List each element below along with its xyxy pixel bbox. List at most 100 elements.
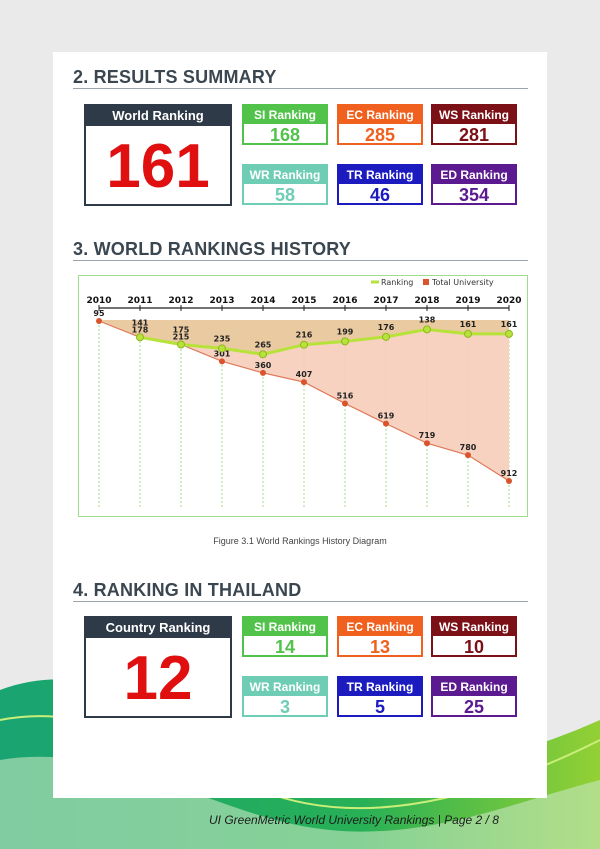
th-ec-ranking-label: EC Ranking	[339, 618, 421, 636]
section-title-results-summary: 2. RESULTS SUMMARY	[73, 67, 277, 87]
si-ranking-card: SI Ranking 168	[242, 104, 328, 145]
x-tick-label-2019: 2019	[455, 296, 480, 306]
x-tick-label-2011: 2011	[127, 296, 152, 306]
ranking-label-2019: 161	[460, 320, 477, 329]
total-university-label-2014: 360	[255, 361, 272, 370]
total-university-label-2016: 516	[337, 391, 354, 400]
tr-ranking-value: 46	[369, 185, 391, 205]
ranking-label-2016: 199	[337, 327, 354, 336]
figure-caption: Figure 3.1 World Rankings History Diagra…	[213, 536, 387, 546]
total-university-point-2020	[506, 478, 512, 484]
rankings-history-chart: Ranking Total University 2010 2011 2012 2013 2…	[78, 275, 528, 517]
ranking-point-2014	[259, 350, 267, 359]
section-title-rankings-history: 3. WORLD RANKINGS HISTORY	[73, 239, 352, 259]
ed-ranking-value: 354	[458, 185, 490, 205]
th-ws-ranking-label: WS Ranking	[433, 618, 515, 636]
ws-ranking-label: WS Ranking	[433, 106, 515, 124]
th-ec-ranking-card: EC Ranking 13	[337, 616, 423, 657]
country-ranking-value: 12	[123, 644, 193, 713]
wr-ranking-value: 58	[274, 185, 296, 205]
th-ed-ranking-value: 25	[463, 697, 485, 717]
th-ec-ranking-value: 13	[369, 637, 391, 657]
total-university-label-2010: 95	[93, 309, 105, 318]
ranking-point-2020	[505, 329, 513, 338]
x-tick-label-2017: 2017	[373, 296, 398, 306]
total-university-label-2012: 215	[173, 333, 190, 342]
ranking-point-2018	[423, 325, 431, 334]
ec-ranking-label: EC Ranking	[339, 106, 421, 124]
x-tick-label-2015: 2015	[291, 296, 316, 306]
th-ws-ranking-value: 10	[463, 637, 485, 657]
ranking-label-2020: 161	[501, 320, 518, 329]
ec-ranking-value: 285	[364, 125, 396, 145]
legend-total-university-swatch	[423, 279, 429, 285]
ws-ranking-card: WS Ranking 281	[431, 104, 517, 145]
th-ed-ranking-card: ED Ranking 25	[431, 676, 517, 717]
total-university-point-2016	[342, 400, 348, 407]
ec-ranking-card: EC Ranking 285	[337, 104, 423, 145]
x-tick-label-2016: 2016	[332, 296, 357, 306]
tr-ranking-label: TR Ranking	[339, 166, 421, 184]
ranking-point-2016	[341, 337, 349, 346]
total-university-point-2017	[383, 420, 389, 427]
wr-ranking-card: WR Ranking 58	[242, 164, 328, 205]
ranking-point-2019	[464, 329, 472, 338]
total-university-point-2018	[424, 440, 430, 447]
total-university-point-2019	[465, 452, 471, 459]
total-university-area	[99, 320, 509, 481]
x-tick-label-2012: 2012	[168, 296, 193, 306]
th-ws-ranking-card: WS Ranking 10	[431, 616, 517, 657]
ranking-label-2011: 141	[132, 318, 149, 327]
section-divider	[73, 260, 528, 261]
th-tr-ranking-value: 5	[374, 697, 385, 717]
ranking-line	[139, 327, 509, 356]
world-ranking-card: World Ranking 161	[84, 104, 232, 206]
th-si-ranking-card: SI Ranking 14	[242, 616, 328, 657]
th-wr-ranking-label: WR Ranking	[244, 678, 326, 696]
section-title-ranking-thailand: 4. RANKING IN THAILAND	[73, 580, 302, 600]
ranking-point-2017	[382, 332, 390, 341]
x-tick-label-2018: 2018	[414, 296, 439, 306]
wr-ranking-label: WR Ranking	[244, 166, 326, 184]
ranking-point-2013	[218, 344, 226, 353]
th-tr-ranking-label: TR Ranking	[339, 678, 421, 696]
rankings-history-chart-svg: Ranking Total University 2010 2011 2012 2013 2…	[86, 278, 522, 508]
th-si-ranking-label: SI Ranking	[244, 618, 326, 636]
ranking-point-2011	[136, 333, 144, 342]
ranking-label-2018: 138	[419, 315, 436, 324]
total-university-point-2010	[96, 318, 102, 324]
ranking-point-2012	[177, 340, 185, 349]
th-ed-ranking-label: ED Ranking	[433, 678, 515, 696]
x-tick-label-2020: 2020	[496, 296, 521, 306]
total-university-label-2017: 619	[378, 412, 395, 421]
ed-ranking-label: ED Ranking	[433, 166, 515, 184]
world-ranking-label: World Ranking	[86, 106, 230, 126]
total-university-label-2015: 407	[296, 370, 313, 379]
total-university-point-2015	[301, 379, 307, 386]
ranking-label-2015: 216	[296, 331, 313, 340]
si-ranking-label: SI Ranking	[244, 106, 326, 124]
x-tick-label-2010: 2010	[86, 296, 111, 306]
x-tick-label-2014: 2014	[250, 296, 275, 306]
total-university-point-2014	[260, 369, 266, 376]
tr-ranking-card: TR Ranking 46	[337, 164, 423, 205]
total-university-label-2011: 178	[132, 325, 149, 334]
world-ranking-value: 161	[106, 132, 210, 201]
legend-ranking-label: Ranking	[381, 278, 413, 287]
legend-total-university-label: Total University	[431, 278, 494, 287]
section-divider	[73, 88, 528, 89]
country-ranking-label: Country Ranking	[86, 618, 230, 638]
page-footer: UI GreenMetric World University Rankings…	[209, 813, 499, 827]
th-wr-ranking-value: 3	[279, 697, 290, 717]
report-page: 2. RESULTS SUMMARY World Ranking 161 SI …	[53, 52, 547, 798]
total-university-point-2013	[219, 358, 225, 365]
si-ranking-value: 168	[269, 125, 301, 145]
total-university-label-2020: 912	[501, 469, 518, 478]
x-tick-label-2013: 2013	[209, 296, 234, 306]
section-divider	[73, 601, 528, 602]
ranking-label-2014: 265	[255, 340, 272, 349]
total-university-label-2019: 780	[460, 443, 477, 452]
ranking-label-2013: 235	[214, 334, 231, 343]
total-university-label-2013: 301	[214, 349, 231, 358]
total-university-label-2018: 719	[419, 431, 436, 440]
